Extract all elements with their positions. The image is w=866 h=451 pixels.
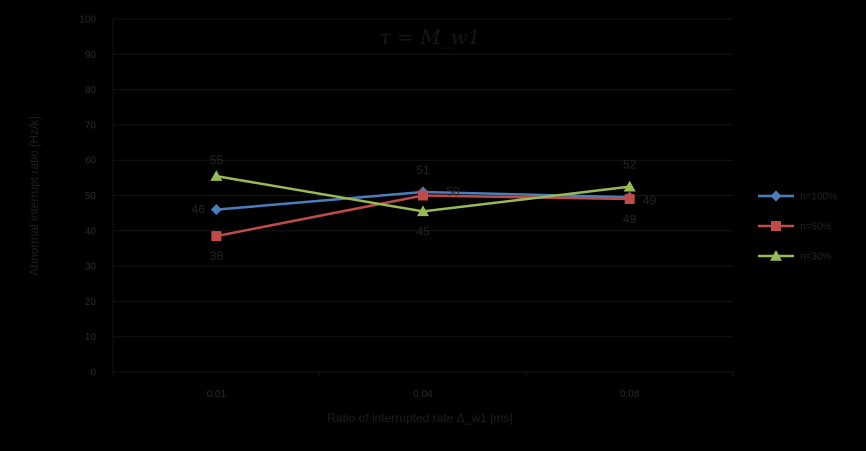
legend-label: n=50% (800, 222, 832, 233)
y-tick-label: 30 (85, 262, 97, 273)
data-label: 45 (416, 224, 430, 238)
data-label: 46 (192, 203, 206, 217)
data-label: 50 (446, 185, 460, 199)
y-tick-label: 90 (85, 50, 97, 61)
data-point (210, 204, 222, 216)
x-tick-label: 0.08 (620, 389, 640, 400)
data-label: 49 (623, 212, 637, 226)
data-label: 38 (210, 249, 224, 263)
legend-label: n=30% (800, 252, 832, 263)
data-point (624, 194, 635, 205)
y-tick-label: 40 (85, 226, 97, 237)
y-tick-label: 70 (85, 120, 97, 131)
legend-label: n=100% (800, 192, 837, 203)
x-tick-label: 0.01 (207, 389, 227, 400)
y-axis-label: Abnormal interrupt ratio [Hz/k] (27, 116, 41, 275)
legend-marker (770, 250, 782, 261)
legend-marker (770, 190, 782, 202)
x-tick-label: 0.04 (413, 389, 433, 400)
data-point (418, 190, 428, 201)
data-label: 52 (623, 158, 637, 172)
legend-marker (771, 221, 781, 231)
data-label: 49 (643, 193, 657, 207)
series-group (210, 170, 636, 242)
data-point (417, 205, 429, 217)
y-tick-label: 10 (85, 332, 97, 343)
data-point (211, 231, 222, 242)
data-label: 51 (416, 163, 430, 177)
data-labels: 46 51 49 38 50 49 55 45 52 (192, 153, 657, 263)
y-tick-label: 80 (85, 85, 97, 96)
y-tick-label: 100 (79, 15, 96, 26)
data-point (210, 170, 223, 181)
legend: n=100% n=50% n=30% (758, 190, 837, 263)
y-tick-label: 20 (85, 297, 97, 308)
y-tick-label: 0 (90, 368, 96, 379)
x-axis-label: Ratio of interrupted rate Δ_w1 [ms] (327, 411, 512, 425)
data-point (623, 180, 636, 192)
y-tick-label: 60 (85, 156, 97, 167)
x-tick-labels: 0.01 0.04 0.08 (207, 389, 640, 400)
data-label: 55 (210, 153, 224, 167)
axes (112, 19, 734, 377)
chart-annotation: τ = M_w1 (380, 25, 481, 49)
y-tick-label: 50 (85, 191, 97, 202)
y-tick-labels: 0 10 20 30 40 50 60 70 80 90 100 (79, 15, 96, 379)
